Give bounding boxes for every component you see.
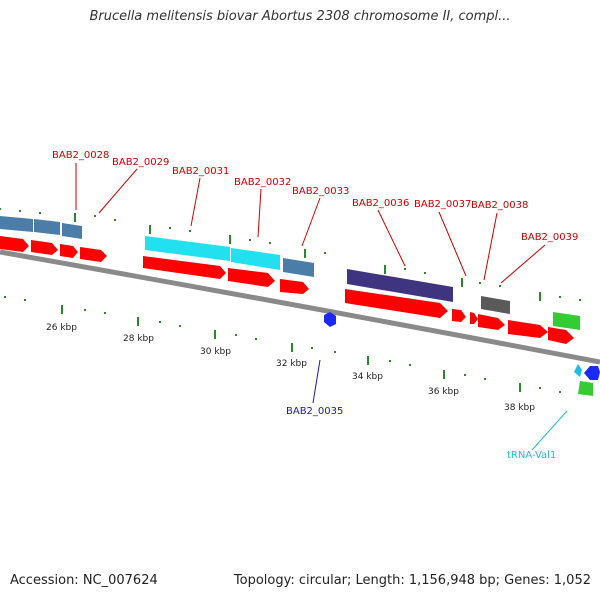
cds-arrow-track [0,236,574,344]
ruler-label: 32 kbp [276,359,307,369]
gene-label[interactable]: BAB2_0031 [172,166,229,177]
gene-block-blue[interactable] [62,223,82,239]
trna-marker[interactable] [574,364,582,377]
pseudogene-marker[interactable] [324,312,336,327]
ruler-label: 26 kbp [46,323,77,333]
gene-block-blue[interactable] [0,216,33,232]
gene-label[interactable]: BAB2_0033 [292,186,349,197]
ruler-label: 36 kbp [428,387,459,397]
cds-arrow[interactable] [60,244,78,258]
cds-arrow[interactable] [0,236,29,252]
ruler-label: 28 kbp [123,334,154,344]
gene-labels: BAB2_0028 BAB2_0029 BAB2_0031 BAB2_0032 … [52,150,578,243]
cds-arrow[interactable] [228,268,275,287]
cds-arrow[interactable] [143,256,226,279]
genome-summary-label: Topology: circular; Length: 1,156,948 bp… [233,573,591,588]
gene-block-gray[interactable] [481,296,510,314]
trna-label[interactable]: tRNA-Val1 [507,450,556,461]
gene-label[interactable]: BAB2_0038 [471,200,528,211]
callout-lines [75,163,546,284]
cds-arrow[interactable] [280,279,309,294]
gene-block-cyan[interactable] [231,248,280,270]
gene-label[interactable]: BAB2_0028 [52,150,109,161]
cds-arrow[interactable] [470,312,478,324]
cds-arrow[interactable] [80,247,107,262]
pseudogene-label[interactable]: BAB2_0035 [286,406,343,417]
gene-block-purple[interactable] [347,269,453,302]
gene-label[interactable]: BAB2_0039 [521,232,578,243]
map-title: Brucella melitensis biovar Abortus 2308 … [89,9,511,24]
trna-callout-line [531,410,568,451]
gene-block-blue[interactable] [34,219,60,235]
gene-block-blue[interactable] [283,258,314,277]
gene-label[interactable]: BAB2_0037 [414,199,471,210]
cds-arrow[interactable] [452,309,466,322]
cds-arrow[interactable] [478,314,505,330]
gene-label[interactable]: BAB2_0029 [112,157,169,168]
gene-block-green[interactable] [553,312,580,330]
cds-arrow[interactable] [548,327,574,344]
ruler-label: 38 kbp [504,403,535,413]
ruler-label: 30 kbp [200,347,231,357]
gene-label[interactable]: BAB2_0036 [352,198,409,209]
gene-feature-track [0,216,580,330]
ruler-labels: 26 kbp 28 kbp 30 kbp 32 kbp 34 kbp 36 kb… [46,323,535,413]
cds-arrow[interactable] [31,240,58,255]
gene-block-cyan[interactable] [145,236,230,261]
accession-label: Accession: NC_007624 [10,573,158,588]
lower-tick-track [4,296,561,393]
pseudogene-callout-line [312,359,321,404]
upper-tick-track [0,208,581,301]
gene-label[interactable]: BAB2_0032 [234,177,291,188]
cds-arrow[interactable] [345,289,448,318]
ruler-label: 34 kbp [352,372,383,382]
reverse-gene-marker[interactable] [584,366,600,380]
cds-arrow[interactable] [508,320,548,338]
gene-block-green[interactable] [578,381,593,396]
genome-backbone [0,249,600,365]
